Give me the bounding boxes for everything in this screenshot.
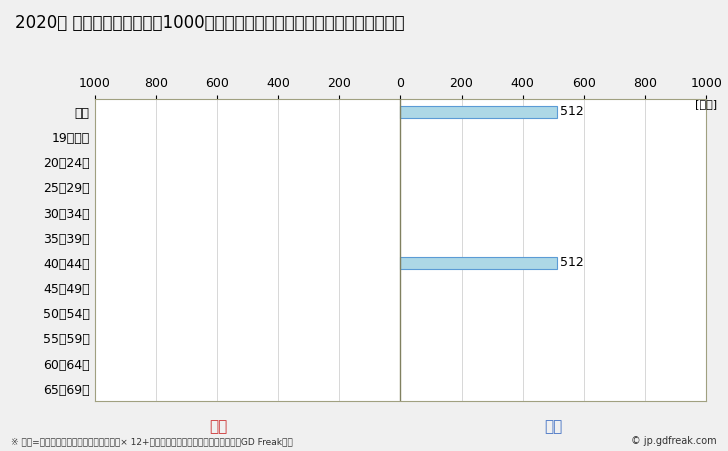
Bar <box>400 106 557 118</box>
Text: 男性: 男性 <box>544 419 563 434</box>
Text: © jp.gdfreak.com: © jp.gdfreak.com <box>631 437 717 446</box>
Text: 2020年 民間企業（従業者数1000人以上）フルタイム労働者の男女別平均年収: 2020年 民間企業（従業者数1000人以上）フルタイム労働者の男女別平均年収 <box>15 14 404 32</box>
Text: 女性: 女性 <box>209 419 228 434</box>
Bar <box>400 257 557 269</box>
Text: ※ 年収=「きまって支給する現金給与額」× 12+「年間賞与その他特別給与額」としてGD Freak推計: ※ 年収=「きまって支給する現金給与額」× 12+「年間賞与その他特別給与額」と… <box>11 437 293 446</box>
Text: 512: 512 <box>560 257 584 269</box>
Text: 512: 512 <box>560 106 584 118</box>
Text: [万円]: [万円] <box>695 99 717 109</box>
